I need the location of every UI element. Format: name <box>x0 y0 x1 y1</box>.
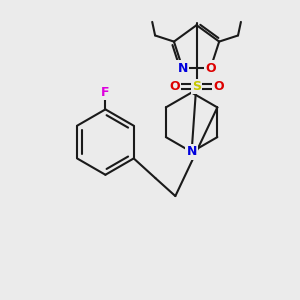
Text: O: O <box>213 80 224 93</box>
Text: N: N <box>186 146 197 158</box>
Text: O: O <box>169 80 180 93</box>
Text: N: N <box>177 62 188 75</box>
Text: O: O <box>205 62 216 75</box>
Text: F: F <box>101 86 110 99</box>
Text: S: S <box>192 80 201 93</box>
